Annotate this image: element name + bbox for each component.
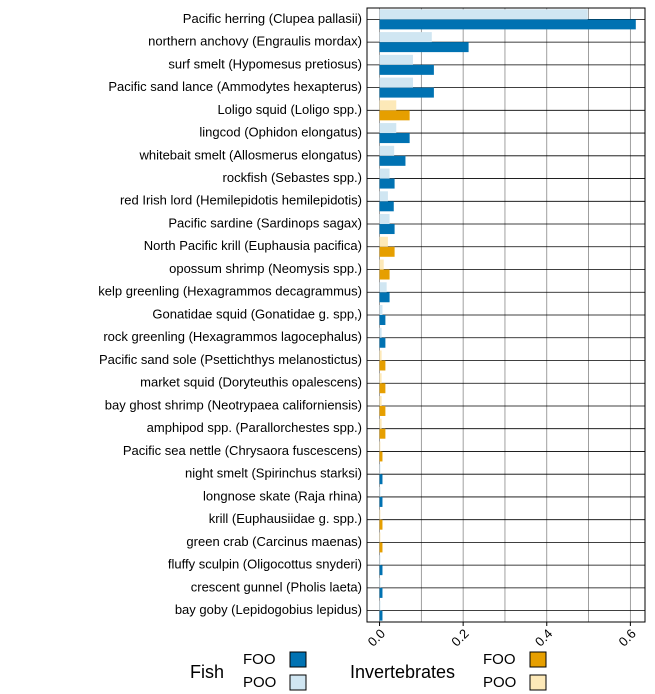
bar [379, 610, 383, 621]
y-tick-label: Pacific herring (Clupea pallasii) [183, 11, 362, 26]
y-tick-label: bay ghost shrimp (Neotrypaea californien… [105, 397, 362, 412]
legend-swatch [289, 674, 307, 691]
bar [379, 383, 386, 394]
bar [379, 224, 395, 235]
bar [379, 360, 386, 371]
legend-swatch [529, 651, 547, 668]
y-tick-label: amphipod spp. (Parallorchestes spp.) [147, 420, 362, 435]
bar [379, 214, 390, 225]
y-tick-label: opossum shrimp (Neomysis spp.) [169, 261, 362, 276]
bar [379, 133, 410, 144]
bar [379, 155, 406, 166]
bar [379, 54, 413, 65]
bar [379, 100, 397, 111]
bar [379, 110, 410, 121]
y-tick-label: Gonatidae squid (Gonatidae g. spp,) [152, 306, 362, 321]
legend-label: FOO [483, 651, 516, 668]
bar [379, 236, 388, 247]
bar [379, 451, 383, 462]
legend-swatch [529, 674, 547, 691]
y-tick-label: green crab (Carcinus maenas) [186, 534, 362, 549]
bar [379, 428, 386, 439]
legend-swatch [289, 651, 307, 668]
y-tick-label: whitebait smelt (Allosmerus elongatus) [138, 147, 362, 162]
bar [379, 509, 381, 520]
legend-group: Fish [190, 662, 224, 682]
bar [379, 292, 390, 303]
bar [379, 315, 386, 326]
y-tick-label: kelp greenling (Hexagrammos decagrammus) [98, 284, 362, 299]
bar [379, 201, 394, 212]
bar [379, 337, 386, 348]
plot-frame [366, 7, 646, 623]
y-tick-label: Pacific sea nettle (Chrysaora fuscescens… [123, 443, 362, 458]
legend-label: FOO [243, 651, 276, 668]
bar [379, 350, 382, 361]
y-tick-label: crescent gunnel (Pholis laeta) [191, 579, 362, 594]
y-tick-label: rockfish (Sebastes spp.) [223, 170, 362, 185]
bar [379, 9, 588, 20]
y-tick-label: market squid (Doryteuthis opalescens) [140, 375, 362, 390]
bar [379, 282, 387, 293]
bar [379, 327, 382, 338]
bar [379, 600, 381, 611]
bar [379, 577, 381, 588]
bar [379, 486, 381, 497]
bar [379, 542, 383, 553]
bar [379, 405, 386, 416]
bar [379, 395, 382, 406]
bar [379, 19, 636, 30]
y-tick-label: Pacific sardine (Sardinops sagax) [168, 215, 362, 230]
x-tick-label: 0.4 [532, 626, 555, 649]
legend-label: POO [483, 674, 516, 691]
y-tick-label: krill (Euphausiidae g. spp.) [209, 511, 362, 526]
bar [379, 168, 390, 179]
bar [379, 418, 382, 429]
y-tick-label: longnose skate (Raja rhina) [203, 488, 362, 503]
bar [379, 496, 383, 507]
legend-group: Invertebrates [350, 662, 455, 682]
bar [379, 77, 413, 88]
bar [379, 269, 390, 280]
bar [379, 474, 383, 485]
bar [379, 464, 381, 475]
bar [379, 587, 383, 598]
bar [379, 64, 434, 75]
bar [379, 565, 383, 576]
x-tick-label: 0.0 [365, 626, 388, 649]
bar [379, 178, 395, 189]
bar [379, 373, 382, 384]
y-tick-label: bay goby (Lepidogobius lepidus) [175, 602, 362, 617]
bar [379, 441, 381, 452]
bar [379, 304, 383, 315]
y-tick-label: fluffy sculpin (Oligocottus snyderi) [168, 557, 362, 572]
y-tick-label: North Pacific krill (Euphausia pacifica) [144, 238, 362, 253]
x-tick-label: 0.2 [448, 626, 471, 649]
y-tick-label: red Irish lord (Hemilepidotis hemilepido… [120, 193, 362, 208]
legend-label: POO [243, 674, 276, 691]
bar [379, 42, 469, 53]
x-tick-label: 0.6 [616, 626, 639, 649]
y-tick-label: Pacific sand sole (Psettichthys melanost… [99, 352, 362, 367]
bar [379, 123, 397, 134]
y-tick-label: Loligo squid (Loligo spp.) [217, 102, 362, 117]
y-tick-label: surf smelt (Hypomesus pretiosus) [168, 56, 362, 71]
y-tick-label: rock greenling (Hexagrammos lagocephalus… [103, 329, 362, 344]
bar [379, 87, 434, 98]
y-tick-label: northern anchovy (Engraulis mordax) [148, 34, 362, 49]
bar [379, 259, 384, 270]
bar [379, 532, 381, 543]
bar [379, 191, 388, 202]
y-tick-label: Pacific sand lance (Ammodytes hexapterus… [108, 79, 362, 94]
bar [379, 32, 432, 43]
bar [379, 555, 381, 566]
bar [379, 519, 383, 530]
y-tick-label: lingcod (Ophidon elongatus) [199, 125, 362, 140]
y-tick-label: night smelt (Spirinchus starksi) [185, 466, 362, 481]
bar [379, 145, 395, 156]
bar [379, 246, 395, 257]
